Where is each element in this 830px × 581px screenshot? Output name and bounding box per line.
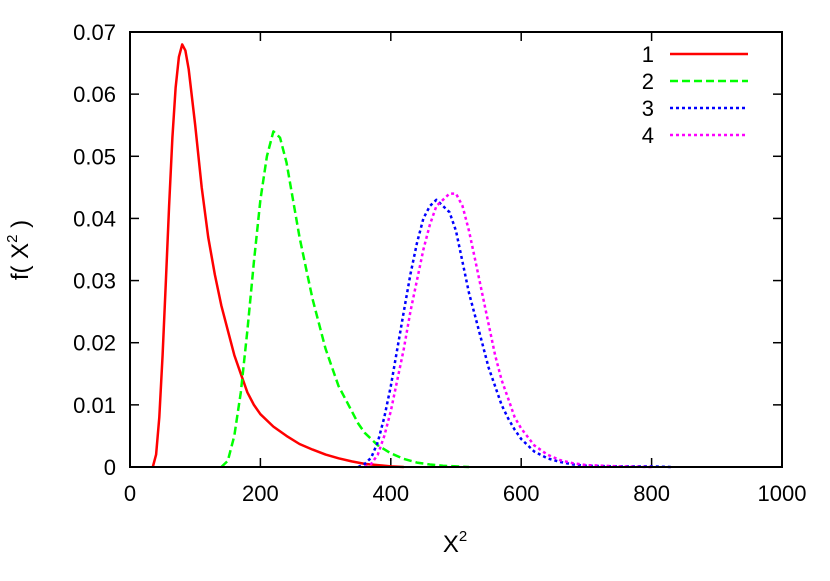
legend-label-1: 1	[642, 42, 654, 67]
x-tick-label: 0	[124, 481, 136, 506]
y-tick-label: 0.02	[73, 331, 116, 356]
series-line-2	[220, 130, 470, 469]
y-tick-label: 0.07	[73, 20, 116, 45]
y-tick-label: 0.03	[73, 269, 116, 294]
series-line-4	[364, 192, 652, 469]
x-tick-label: 400	[372, 481, 409, 506]
x-axis-title-base: X	[443, 531, 459, 558]
y-tick-label: 0	[104, 455, 116, 480]
series-line-1	[151, 43, 404, 469]
plot-frame	[129, 31, 783, 468]
y-tick-label: 0.05	[73, 144, 116, 169]
x-tick-label: 1000	[758, 481, 807, 506]
x-tick-label: 800	[633, 481, 670, 506]
legend-label-2: 2	[642, 69, 654, 94]
x-tick-label: 200	[242, 481, 279, 506]
y-tick-label: 0.01	[73, 393, 116, 418]
y-axis-ticks: 0 0.01 0.02 0.03 0.04 0.05 0.06 0.07	[73, 20, 782, 480]
y-axis-title: f( X2 )	[4, 220, 34, 280]
y-tick-label: 0.04	[73, 206, 116, 231]
legend-label-3: 3	[642, 96, 654, 121]
x-tick-label: 600	[503, 481, 540, 506]
legend-label-4: 4	[642, 123, 654, 148]
series-line-3	[357, 198, 672, 469]
x-axis-title-superscript: 2	[459, 528, 467, 545]
y-tick-label: 0.06	[73, 82, 116, 107]
plot-area	[151, 43, 672, 469]
y-axis-title-superscript: 2	[4, 234, 21, 242]
x-axis-ticks: 0 200 400 600 800 1000	[124, 32, 807, 506]
x-axis-title: X2	[443, 528, 467, 558]
y-axis-title-prefix: f( X	[7, 243, 34, 280]
y-axis-title-suffix: )	[7, 220, 34, 235]
